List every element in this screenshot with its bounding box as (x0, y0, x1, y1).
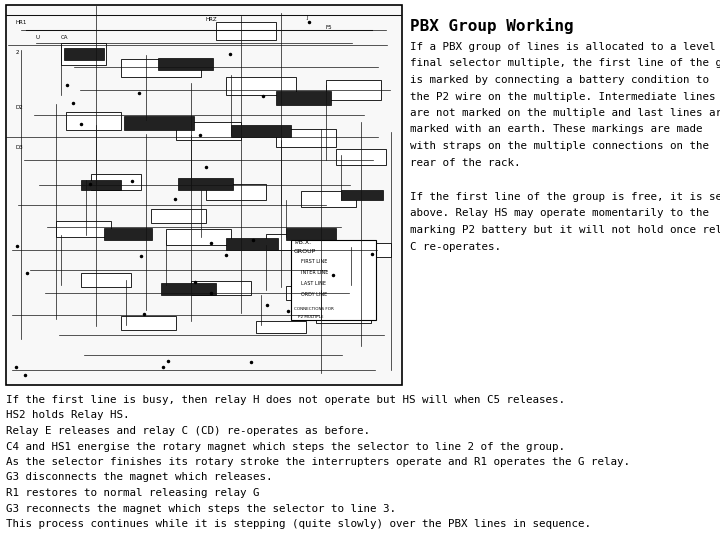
Bar (64, 48, 104, 60)
Text: If a PBX group of lines is allocated to a level of the: If a PBX group of lines is allocated to … (410, 42, 720, 52)
Bar (341, 190, 383, 200)
Text: This process continues while it is stepping (quite slowly) over the PBX lines in: This process continues while it is stepp… (6, 519, 591, 529)
Text: rear of the rack.: rear of the rack. (410, 158, 521, 167)
Bar (81, 273, 131, 287)
Text: PBX Group Working: PBX Group Working (410, 18, 574, 34)
Text: C4 and HS1 energise the rotary magnet which steps the selector to line 2 of the : C4 and HS1 energise the rotary magnet wh… (6, 442, 565, 451)
Text: CA: CA (61, 35, 68, 40)
Text: F5: F5 (326, 25, 333, 30)
Text: FIRST LINE: FIRST LINE (301, 259, 328, 264)
Bar (226, 77, 296, 95)
Text: LAST LINE: LAST LINE (301, 281, 326, 286)
Text: If the first line of the group is free, it is seized as: If the first line of the group is free, … (410, 192, 720, 202)
Bar (286, 286, 336, 300)
Bar (56, 221, 111, 237)
Bar (206, 184, 266, 200)
Bar (151, 209, 206, 223)
Text: R1 restores to normal releasing relay G: R1 restores to normal releasing relay G (6, 488, 259, 498)
Text: INTER LINE: INTER LINE (301, 270, 328, 275)
Bar (301, 191, 356, 207)
Text: GROUP: GROUP (294, 249, 316, 254)
Bar (326, 80, 381, 100)
Text: the P2 wire on the multiple. Intermediate lines: the P2 wire on the multiple. Intermediat… (410, 91, 716, 102)
Text: above. Relay HS may operate momentarily to the: above. Relay HS may operate momentarily … (410, 208, 709, 219)
Text: U: U (36, 35, 40, 40)
Bar (176, 122, 241, 140)
Bar (291, 240, 376, 320)
Bar (104, 228, 152, 240)
Text: C re-operates.: C re-operates. (410, 241, 501, 252)
Bar (276, 129, 336, 147)
Bar (121, 316, 176, 330)
Text: 2: 2 (16, 50, 19, 55)
Bar (81, 180, 121, 190)
Text: If the first line is busy, then relay H does not operate but HS will when C5 rel: If the first line is busy, then relay H … (6, 395, 565, 405)
Text: with straps on the multiple connections on the: with straps on the multiple connections … (410, 141, 709, 151)
Text: J: J (306, 15, 307, 20)
Text: are not marked on the multiple and last lines are: are not marked on the multiple and last … (410, 108, 720, 118)
Text: P.B.X.: P.B.X. (294, 240, 311, 245)
Bar (256, 321, 306, 333)
Bar (121, 59, 201, 77)
Text: G3 disconnects the magnet which releases.: G3 disconnects the magnet which releases… (6, 472, 272, 483)
Bar (6, 5, 402, 385)
Bar (306, 283, 354, 295)
Bar (316, 309, 371, 323)
Bar (336, 149, 386, 165)
Text: final selector multiple, the first line of the group: final selector multiple, the first line … (410, 58, 720, 69)
Text: marked with an earth. These markings are made: marked with an earth. These markings are… (410, 125, 703, 134)
Text: CONNECTIONS FOR: CONNECTIONS FOR (294, 307, 334, 311)
Text: D3: D3 (16, 145, 24, 150)
Bar (276, 91, 331, 105)
Bar (158, 58, 213, 70)
Text: marking P2 battery but it will not hold once relay: marking P2 battery but it will not hold … (410, 225, 720, 235)
Text: As the selector finishes its rotary stroke the interrupters operate and R1 opera: As the selector finishes its rotary stro… (6, 457, 630, 467)
Bar (161, 283, 216, 295)
Text: P2 MULTIPLE: P2 MULTIPLE (298, 315, 323, 319)
Bar (346, 243, 391, 257)
Text: HRZ: HRZ (206, 17, 217, 22)
Bar (286, 228, 336, 240)
Text: G3 reconnects the magnet which steps the selector to line 3.: G3 reconnects the magnet which steps the… (6, 503, 396, 514)
Text: is marked by connecting a battery condition to: is marked by connecting a battery condit… (410, 75, 709, 85)
Bar (124, 116, 194, 130)
Bar (91, 174, 141, 190)
Bar (226, 238, 278, 250)
Bar (191, 281, 251, 295)
Bar (166, 229, 231, 245)
Bar (178, 178, 233, 190)
Bar (266, 234, 321, 250)
Text: Relay E releases and relay C (CD) re-operates as before.: Relay E releases and relay C (CD) re-ope… (6, 426, 370, 436)
Bar (66, 112, 121, 130)
Text: D2: D2 (16, 105, 24, 110)
Text: HR1: HR1 (16, 20, 27, 25)
Bar (216, 22, 276, 40)
Text: ORDY LINE: ORDY LINE (301, 292, 328, 297)
Text: HS2 holds Relay HS.: HS2 holds Relay HS. (6, 410, 130, 421)
Bar (61, 43, 106, 65)
Bar (231, 125, 291, 137)
